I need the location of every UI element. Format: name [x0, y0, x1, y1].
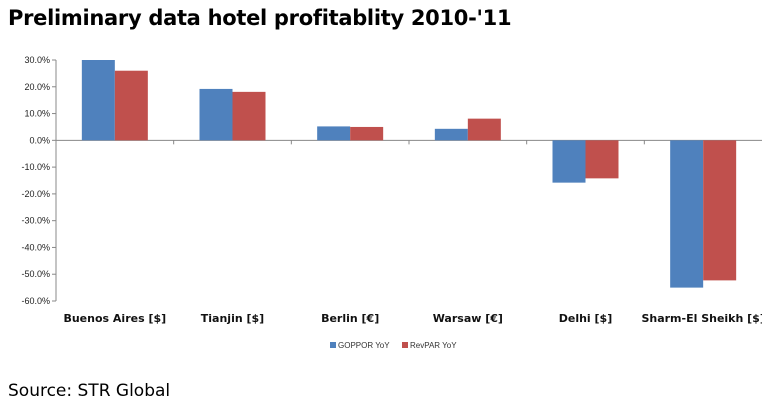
- bar-goppor: [434, 128, 468, 141]
- y-tick-label: 10.0%: [24, 109, 50, 119]
- x-category-label: Sharm-El Sheikh [$]: [641, 312, 762, 325]
- legend-swatch: [402, 342, 408, 348]
- bar-revpar: [703, 140, 737, 281]
- bar-goppor: [670, 140, 704, 288]
- bar-revpar: [114, 70, 148, 141]
- y-tick-label: -60.0%: [21, 296, 50, 306]
- bar-goppor: [552, 140, 586, 183]
- x-category-label: Tianjin [$]: [201, 312, 264, 325]
- y-tick-label: -50.0%: [21, 269, 50, 279]
- x-category-label: Warsaw [€]: [433, 312, 503, 325]
- x-category-label: Delhi [$]: [559, 312, 613, 325]
- chart-title: Preliminary data hotel profitablity 2010…: [8, 6, 512, 30]
- y-tick-label: 0.0%: [29, 135, 50, 145]
- y-tick-label: 20.0%: [24, 82, 50, 92]
- y-tick-label: -30.0%: [21, 216, 50, 226]
- y-tick-label: 30.0%: [24, 55, 50, 65]
- bar-revpar: [350, 126, 384, 141]
- legend-swatch: [330, 342, 336, 348]
- y-tick-label: -40.0%: [21, 242, 50, 252]
- y-tick-label: -20.0%: [21, 189, 50, 199]
- x-category-label: Buenos Aires [$]: [63, 312, 166, 325]
- x-category-label: Berlin [€]: [321, 312, 379, 325]
- bar-revpar: [232, 91, 266, 141]
- bar-goppor: [199, 88, 233, 141]
- y-tick-label: -10.0%: [21, 162, 50, 172]
- legend-label: GOPPOR YoY: [338, 341, 390, 350]
- source-note: Source: STR Global: [8, 381, 171, 401]
- bar-revpar: [585, 140, 619, 179]
- bar-revpar: [467, 118, 501, 141]
- bar-goppor: [317, 126, 351, 141]
- bar-goppor: [81, 60, 115, 141]
- legend-label: RevPAR YoY: [410, 341, 457, 350]
